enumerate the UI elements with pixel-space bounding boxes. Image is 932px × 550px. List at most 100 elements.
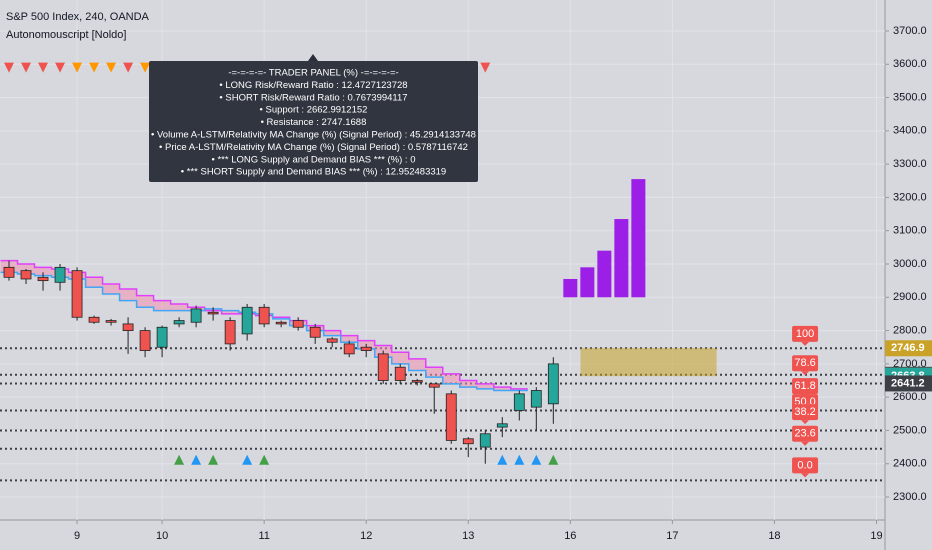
candle-body [377, 353, 389, 381]
signal-triangle [106, 62, 117, 73]
fib-flag [792, 355, 819, 372]
candle-body [479, 433, 491, 448]
signal-triangle [72, 62, 83, 73]
price-tag-label: 2641.2 [891, 377, 925, 389]
signal-triangle [548, 454, 559, 465]
panel-line: • SHORT Risk/Reward Ratio : 0.7673994117 [219, 92, 407, 103]
fib-label: 38.2 [794, 406, 815, 418]
panel-line: • Volume A-LSTM/Relativity MA Change (%)… [151, 130, 476, 141]
indicator-column [631, 179, 646, 298]
y-tick-label: 3400.0 [893, 125, 927, 137]
fib-flag-tip [801, 441, 810, 446]
x-tick-label: 17 [666, 530, 678, 542]
signal-triangle [123, 62, 134, 73]
candle-body [343, 343, 355, 355]
candle-body [258, 306, 270, 325]
signal-triangle [208, 454, 219, 465]
signal-triangle [242, 454, 253, 465]
candle-body [88, 316, 100, 323]
panel-line: • Price A-LSTM/Relativity MA Change (%) … [159, 142, 468, 153]
indicator-column [563, 278, 578, 298]
x-tick-label: 16 [564, 530, 576, 542]
signal-triangle [89, 62, 100, 73]
fib-label: 23.6 [794, 428, 815, 440]
candle-body [547, 363, 559, 405]
panel-line: • Resistance : 2747.1688 [261, 117, 367, 128]
candle-body [360, 346, 372, 351]
y-tick-label: 2500.0 [893, 424, 927, 436]
candle-body [54, 266, 66, 283]
x-tick-label: 12 [360, 530, 372, 542]
signal-triangle [174, 454, 185, 465]
candle-body [241, 306, 253, 335]
signal-triangle [497, 454, 508, 465]
y-tick-label: 3700.0 [893, 25, 927, 37]
signal-triangle [191, 454, 202, 465]
candle-body [292, 320, 304, 328]
ma-ribbon [0, 260, 528, 391]
candle-body [309, 326, 321, 338]
fib-flag [792, 378, 819, 395]
resistance-zone [580, 348, 717, 377]
x-tick-label: 11 [258, 530, 269, 542]
x-tick-label: 18 [768, 530, 780, 542]
indicator-column [580, 267, 595, 298]
candle-body [190, 308, 202, 323]
panel-line: • LONG Risk/Reward Ratio : 12.4727123728 [219, 80, 407, 91]
candle-body [326, 338, 338, 343]
fib-label: 100 [796, 328, 814, 340]
fib-flag-tip [801, 420, 810, 425]
candle-body [71, 270, 83, 318]
y-tick-label: 3000.0 [893, 258, 927, 270]
indicator-name: Autonomouscript [Noldo] [6, 29, 126, 41]
fib-label: 0.0 [797, 459, 812, 471]
signal-triangle [514, 454, 525, 465]
fib-label: 61.8 [794, 380, 815, 392]
candle-body [156, 326, 168, 348]
candle-body [428, 383, 440, 388]
trader-panel: -=-=-=-=- TRADER PANEL (%) -=-=-=-=-• LO… [149, 54, 478, 182]
fib-flag [792, 404, 819, 421]
y-tick-label: 2900.0 [893, 291, 927, 303]
candle-body [394, 366, 406, 381]
panel-pointer [308, 54, 318, 61]
panel-line: • *** SHORT Supply and Demand BIAS *** (… [181, 167, 446, 178]
fib-flag [792, 457, 819, 474]
candle-body [105, 320, 117, 323]
candle-body [275, 321, 287, 325]
candle-body [496, 423, 508, 428]
candle-body [530, 390, 542, 408]
y-tick-label: 2400.0 [893, 458, 927, 470]
candle-body [3, 266, 15, 278]
fib-flag-tip [801, 341, 810, 346]
candle-body [20, 270, 32, 280]
candle-body [207, 311, 219, 315]
y-tick-label: 2600.0 [893, 391, 927, 403]
x-tick-label: 9 [74, 530, 80, 542]
panel-line: -=-=-=-=- TRADER PANEL (%) -=-=-=-=- [228, 68, 398, 79]
panel-line: • *** LONG Supply and Demand BIAS *** (%… [212, 154, 416, 165]
fib-flag-tip [801, 473, 810, 478]
fib-flag [792, 425, 819, 442]
signal-triangle [4, 62, 15, 73]
signal-triangle [531, 454, 542, 465]
candle-body [411, 380, 423, 383]
price-tag [885, 375, 932, 392]
x-tick-label: 10 [156, 530, 168, 542]
signal-triangle [259, 454, 270, 465]
y-tick-label: 2800.0 [893, 324, 927, 336]
candle-body [37, 276, 49, 282]
signal-triangle [480, 62, 491, 73]
indicator-column [597, 250, 612, 298]
y-tick-label: 3600.0 [893, 58, 927, 70]
x-tick-label: 13 [462, 530, 474, 542]
fib-flag [792, 325, 819, 342]
y-tick-label: 3500.0 [893, 91, 927, 103]
price-tag-label: 2746.9 [891, 342, 925, 354]
y-tick-label: 3300.0 [893, 158, 927, 170]
fib-label: 78.6 [794, 357, 815, 369]
y-tick-label: 2700.0 [893, 358, 927, 370]
candle-body [445, 393, 457, 441]
